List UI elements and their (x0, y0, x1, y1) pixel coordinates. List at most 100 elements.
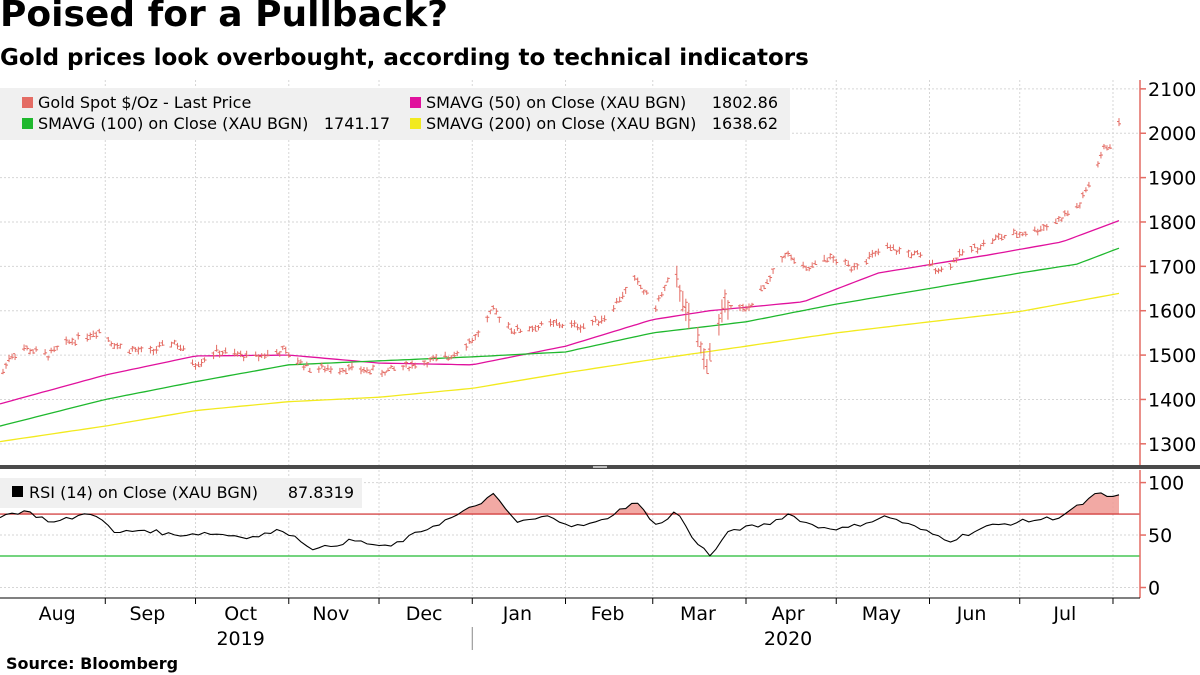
price-bar (759, 285, 764, 292)
price-bar (401, 365, 406, 371)
y-tick-label: 1800 (1148, 212, 1196, 234)
x-tick-label: Mar (680, 603, 716, 625)
price-bar (933, 267, 938, 275)
y-tick-label: 1300 (1148, 434, 1196, 456)
price-bar (31, 349, 36, 354)
price-bar (497, 316, 502, 323)
price-bar (530, 325, 535, 333)
price-bar (635, 277, 640, 285)
price-bar (1011, 228, 1016, 236)
price-bar (316, 366, 321, 373)
price-bar (1, 368, 6, 375)
price-bar (593, 315, 598, 323)
price-bar (467, 338, 472, 344)
price-bar (951, 257, 956, 263)
y-tick-label: 2100 (1148, 79, 1196, 101)
price-bar (1117, 118, 1121, 127)
price-bar (813, 260, 818, 266)
legend-value-sma50: 1802.86 (712, 93, 778, 112)
price-bar (407, 366, 412, 372)
price-bar (97, 328, 102, 334)
price-bar (539, 321, 544, 326)
price-bar (891, 244, 896, 251)
price-bar (371, 364, 375, 371)
price-bar (728, 305, 733, 310)
price-bar (449, 354, 454, 360)
price-bar (70, 337, 75, 346)
price-bar (725, 300, 730, 320)
price-bar (849, 266, 854, 273)
price-bar (1032, 226, 1037, 232)
price-bar (148, 345, 153, 354)
price-bar (130, 345, 135, 352)
price-bar (34, 346, 39, 352)
price-bar (1074, 202, 1079, 209)
price-bar (127, 349, 132, 355)
price-bar (491, 305, 496, 310)
price-bar (346, 363, 351, 371)
price-bar (473, 334, 478, 341)
price-bar (325, 364, 330, 371)
price-bar (238, 350, 243, 358)
rsi-tick-label: 100 (1148, 473, 1184, 495)
price-bar (133, 347, 138, 353)
x-tick-label: Jul (1052, 603, 1076, 625)
price-bar (915, 250, 920, 255)
price-bar (199, 359, 204, 367)
price-bar (701, 348, 706, 370)
x-year-label: 2020 (764, 628, 812, 650)
price-bar (560, 323, 565, 329)
price-bar (614, 297, 619, 304)
legend-background (0, 88, 790, 140)
price-bar (1020, 232, 1025, 237)
price-bar (506, 321, 511, 329)
x-tick-label: Feb (591, 603, 625, 625)
chart-title: Poised for a Pullback? (0, 0, 449, 35)
x-tick-label: Dec (406, 603, 443, 625)
price-bar (927, 259, 932, 267)
price-bar (611, 305, 616, 312)
frame (0, 80, 1200, 598)
price-bar (73, 339, 78, 346)
price-bar (178, 344, 183, 352)
price-bar (274, 349, 279, 355)
price-bar (740, 303, 745, 312)
y-tick-label: 1700 (1148, 256, 1196, 278)
price-bar (831, 255, 836, 263)
price-bar (328, 366, 333, 374)
price-bar (322, 366, 327, 373)
price-bar (996, 232, 1001, 240)
price-bar (413, 362, 418, 369)
price-bar (509, 327, 514, 334)
price-bar (828, 253, 833, 260)
price-bar (695, 326, 700, 347)
price-bar (864, 258, 869, 265)
legend-swatch-price (22, 97, 33, 108)
price-bar (383, 371, 388, 376)
price-bar (22, 344, 27, 352)
price-bar (554, 318, 559, 326)
price-bar (1044, 223, 1049, 231)
price-bar (686, 302, 691, 329)
price-bar (425, 362, 430, 368)
price-bar (232, 348, 237, 357)
price-bar (783, 252, 788, 259)
price-bar (644, 290, 649, 295)
y-tick-label: 1900 (1148, 168, 1196, 190)
price-bar (846, 260, 851, 267)
price-bar (581, 323, 586, 330)
price-bar (894, 249, 899, 255)
price-bar (380, 369, 385, 378)
moving-average-lines (0, 219, 1120, 443)
price-bar (716, 314, 721, 336)
sma50-line (0, 219, 1120, 405)
price-bar (52, 346, 57, 353)
legend-swatch-sma100 (22, 118, 33, 129)
price-bar (1056, 215, 1061, 222)
price-bar (476, 330, 481, 338)
price-bar (978, 244, 983, 250)
price-bar (810, 262, 815, 268)
price-bar (244, 350, 249, 358)
price-bar (28, 348, 33, 355)
x-tick-label: Nov (312, 603, 349, 625)
